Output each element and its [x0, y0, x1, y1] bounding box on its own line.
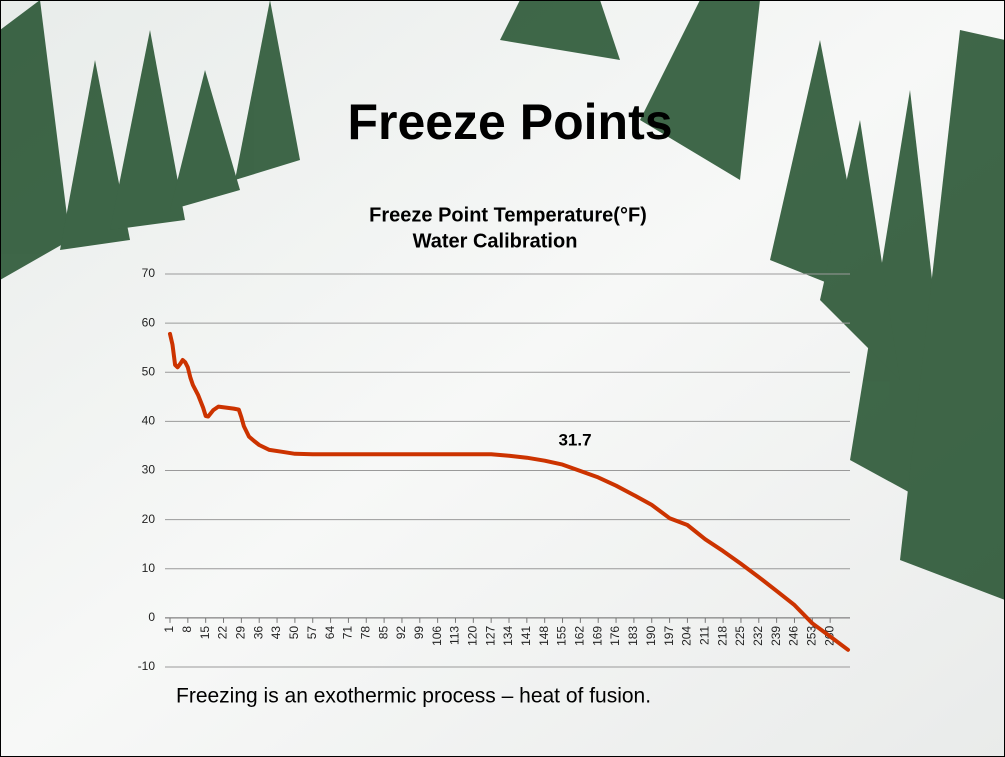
x-tick-label: 211 [697, 626, 711, 645]
x-tick-label: 190 [644, 626, 658, 646]
y-tick-label: 0 [148, 610, 155, 624]
y-tick-label: 50 [142, 364, 156, 378]
x-tick-label: 57 [305, 626, 319, 640]
y-tick-label: -10 [138, 659, 156, 673]
chart-subtitle: Water Calibration [413, 230, 578, 252]
y-tick-label: 70 [142, 266, 156, 280]
x-tick-label: 204 [680, 626, 694, 646]
x-tick-label: 134 [501, 626, 515, 646]
x-tick-label: 71 [341, 626, 355, 640]
x-tick-label: 183 [626, 626, 640, 646]
y-tick-label: 40 [142, 414, 156, 428]
x-tick-label: 197 [662, 626, 676, 646]
x-tick-label: 169 [590, 626, 604, 646]
x-tick-label: 120 [465, 626, 479, 646]
x-tick-label: 29 [234, 626, 248, 640]
x-tick-label: 246 [787, 626, 801, 646]
x-tick-label: 22 [216, 626, 230, 640]
x-tick-label: 113 [448, 626, 462, 645]
trees [0, 0, 1005, 600]
slide-title: Freeze Points [347, 94, 672, 150]
x-tick-label: 162 [573, 626, 587, 646]
x-tick-label: 50 [287, 626, 301, 640]
x-tick-label: 15 [198, 626, 212, 640]
x-tick-label: 141 [519, 626, 533, 646]
x-tick-label: 176 [608, 626, 622, 646]
chart-title: Freeze Point Temperature(°F) [369, 204, 647, 226]
x-tick-label: 8 [180, 626, 194, 633]
x-tick-label: 155 [555, 626, 569, 646]
x-tick-label: 225 [733, 626, 747, 646]
x-tick-label: 253 [804, 626, 818, 646]
x-tick-label: 43 [269, 626, 283, 640]
y-tick-label: 30 [142, 463, 156, 477]
x-tick-label: 36 [251, 626, 265, 640]
x-tick-label: 1 [162, 626, 176, 633]
y-tick-label: 20 [142, 512, 156, 526]
x-tick-label: 64 [323, 626, 337, 640]
data-line [168, 331, 850, 652]
x-tick-label: 232 [751, 626, 765, 646]
x-tick-label: 239 [769, 626, 783, 646]
x-tick-label: 127 [483, 626, 497, 646]
caption: Freezing is an exothermic process – heat… [176, 685, 651, 708]
x-tick-label: 92 [394, 626, 408, 640]
x-tick-label: 106 [430, 626, 444, 646]
x-tick-label: 148 [537, 626, 551, 646]
y-tick-label: 10 [142, 561, 156, 575]
x-tick-label: 85 [376, 626, 390, 640]
x-tick-label: 78 [358, 626, 372, 640]
x-tick-label: 99 [412, 626, 426, 640]
annotation: 31.7 [558, 430, 591, 449]
x-tick-label: 218 [715, 626, 729, 646]
y-tick-label: 60 [142, 315, 156, 329]
